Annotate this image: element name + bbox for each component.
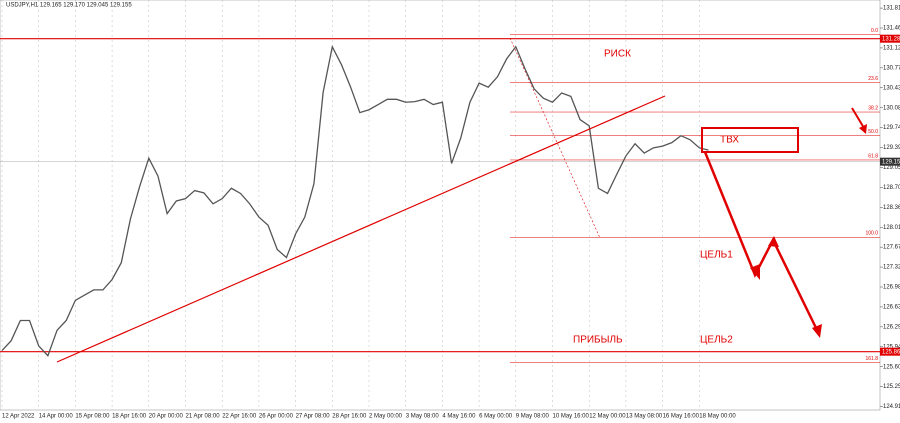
x-tick-label: 15 Apr 08:00 <box>75 414 110 420</box>
arrow-head <box>768 236 779 247</box>
trend-line <box>56 95 666 363</box>
arrow-head <box>750 264 760 280</box>
plot-area <box>0 0 881 411</box>
y-tick-label: 129.740 <box>883 125 900 131</box>
y-tick-label: 131.810 <box>883 6 900 12</box>
y-tick-label: 127.325 <box>883 265 900 271</box>
level-tag <box>880 34 900 43</box>
y-tick-label: 130.775 <box>883 65 900 71</box>
x-tick-label: 10 May 16:00 <box>553 414 590 420</box>
level-label: 131.28 <box>882 36 900 42</box>
x-tick-label: 16 May 16:00 <box>663 414 700 420</box>
y-tick-label: 129.395 <box>883 145 900 151</box>
y-tick-label: 128.360 <box>883 205 900 211</box>
level-label: 125.86 <box>882 349 900 355</box>
y-tick-label: 128.015 <box>883 225 900 231</box>
x-tick-label: 20 Apr 00:00 <box>149 414 184 420</box>
arrow-head <box>812 324 822 338</box>
x-tick-label: 4 May 16:00 <box>442 414 476 420</box>
annotation: ЦЕЛЬ1 <box>700 250 733 261</box>
annotation: ПРИБЫЛЬ <box>573 335 623 346</box>
price-line <box>1 44 709 357</box>
x-tick-label: 18 Apr 16:00 <box>112 414 147 420</box>
x-tick-label: 6 May 00:00 <box>479 414 513 420</box>
x-tick-label: 3 May 08:00 <box>406 414 440 420</box>
x-tick-label: 18 May 00:00 <box>699 414 736 420</box>
fib-label: 23.6 <box>868 76 878 82</box>
y-tick-label: 131.465 <box>883 26 900 32</box>
y-tick-label: 125.600 <box>883 364 900 370</box>
y-tick-label: 130.430 <box>883 85 900 91</box>
chart-title: USDJPY,H1 129.165 129.170 129.045 129.15… <box>6 3 132 9</box>
fib-label: 100.0 <box>865 231 878 237</box>
y-tick-label: 131.120 <box>883 46 900 52</box>
level-tag <box>880 347 900 356</box>
x-tick-label: 14 Apr 00:00 <box>39 414 74 420</box>
y-tick-label: 124.910 <box>883 404 900 410</box>
x-tick-label: 13 May 08:00 <box>626 414 663 420</box>
y-tick-label: 125.945 <box>883 344 900 350</box>
fib-label: 38.2 <box>868 105 878 111</box>
arrow-head <box>859 124 867 134</box>
fib-label: 161.8 <box>865 356 878 362</box>
x-tick-label: 21 Apr 08:00 <box>186 414 221 420</box>
fib-label: 0.0 <box>871 28 878 34</box>
y-tick-label: 126.980 <box>883 285 900 291</box>
y-tick-label: 128.705 <box>883 185 900 191</box>
y-tick-label: 127.670 <box>883 245 900 251</box>
x-tick-label: 27 Apr 08:00 <box>296 414 331 420</box>
annotation: ТВХ <box>720 135 739 146</box>
y-tick-label: 130.085 <box>883 105 900 111</box>
fib-label: 61.8 <box>868 153 878 159</box>
price-tag <box>880 157 900 166</box>
annotation: ЦЕЛЬ2 <box>700 335 733 346</box>
forecast-path <box>703 151 820 333</box>
y-tick-label: 126.635 <box>883 305 900 311</box>
entry-box <box>701 127 799 153</box>
x-tick-label: 26 Apr 00:00 <box>259 414 294 420</box>
x-tick-label: 12 May 00:00 <box>589 414 626 420</box>
x-tick-label: 28 Apr 16:00 <box>332 414 367 420</box>
x-tick-label: 22 Apr 16:00 <box>222 414 257 420</box>
y-tick-label: 129.050 <box>883 165 900 171</box>
fib-label: 50.0 <box>868 129 878 135</box>
annotation: РИСК <box>604 49 631 60</box>
fib-diagonal <box>509 37 601 239</box>
x-tick-label: 12 Apr 2022 <box>2 414 35 420</box>
current-price-label: 129.15 <box>882 159 900 165</box>
small-arrow <box>851 107 865 129</box>
x-tick-label: 9 May 08:00 <box>516 414 550 420</box>
x-tick-label: 2 May 00:00 <box>369 414 403 420</box>
y-tick-label: 126.290 <box>883 324 900 330</box>
y-tick-label: 125.255 <box>883 384 900 390</box>
